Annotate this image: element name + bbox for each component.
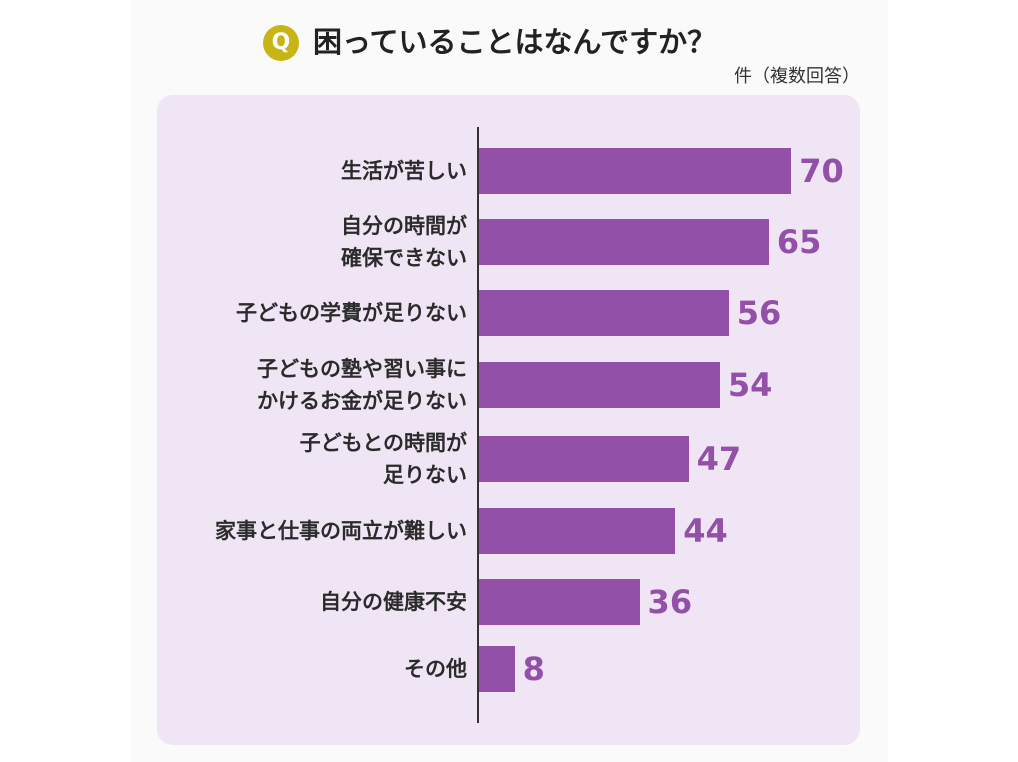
chart-title: 困っていることはなんですか？ <box>313 25 717 59</box>
category-label: 子どもとの時間が 足りない <box>299 431 467 487</box>
chart-panel <box>157 95 860 745</box>
bar <box>479 219 769 265</box>
category-label: 子どもの塾や習い事に かけるお金が足りない <box>257 357 467 413</box>
value-label: 56 <box>736 294 782 332</box>
unit-note: 件（複数回答） <box>734 66 860 87</box>
bar <box>479 579 640 625</box>
category-label: 生活が苦しい <box>341 159 467 183</box>
bar <box>479 362 720 408</box>
question-badge: Q <box>263 25 299 61</box>
category-label: 子どもの学費が足りない <box>236 301 467 325</box>
bar <box>479 646 515 692</box>
bar <box>479 290 729 336</box>
value-label: 47 <box>696 440 742 478</box>
category-axis-line <box>477 127 479 723</box>
value-label: 44 <box>683 512 728 550</box>
bar <box>479 508 676 554</box>
bar <box>479 436 689 482</box>
value-label: 70 <box>799 152 844 190</box>
value-label: 8 <box>522 650 545 688</box>
value-label: 36 <box>647 583 693 621</box>
category-label: その他 <box>404 657 467 681</box>
value-label: 65 <box>776 223 822 261</box>
category-label: 自分の健康不安 <box>320 590 467 614</box>
bar <box>479 148 792 194</box>
category-label: 家事と仕事の両立が難しい <box>215 519 467 543</box>
category-label: 自分の時間が 確保できない <box>341 214 467 270</box>
value-label: 54 <box>727 366 773 404</box>
